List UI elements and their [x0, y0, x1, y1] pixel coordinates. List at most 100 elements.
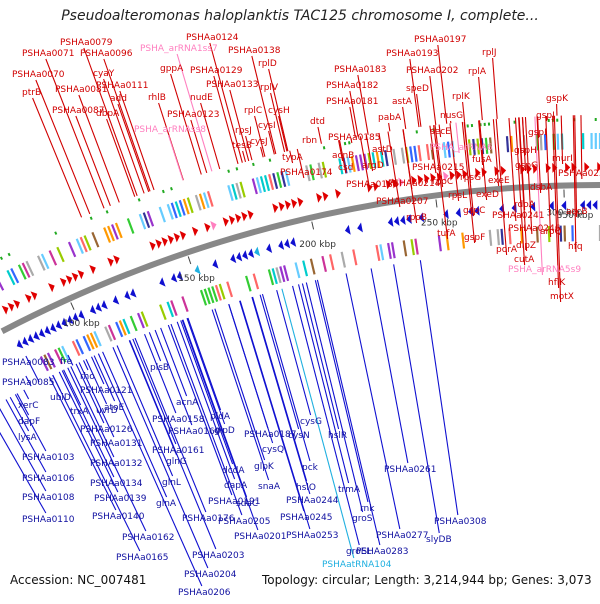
- feature-band: [160, 207, 165, 222]
- top-gene-label: acnB: [332, 151, 354, 161]
- reverse-gene-arrow: [592, 200, 597, 210]
- top-gene-label: porA: [496, 245, 518, 255]
- reverse-gene-arrow: [254, 247, 260, 257]
- feature-band: [415, 239, 417, 255]
- bottom-gene-label: groS: [352, 514, 373, 524]
- bottom-gene-label: fre: [60, 357, 73, 367]
- feature-band: [128, 218, 134, 233]
- top-gene-label: gspG: [515, 161, 538, 171]
- top-gene-label: dipZ: [516, 241, 536, 251]
- bottom-gene-label: PSHAa0134: [90, 479, 143, 489]
- top-gene-label: nudE: [190, 93, 213, 103]
- top-gene-label: rdoA: [514, 200, 536, 210]
- bottom-gene-label: trxA: [70, 407, 89, 417]
- top-gene-label: rplJ: [482, 48, 497, 58]
- bottom-leader-line: [260, 295, 298, 429]
- bottom-gene-label: PSHAa0201: [234, 532, 286, 542]
- feature-band: [273, 173, 277, 189]
- top-gene-label: rplK: [452, 92, 471, 102]
- top-leader-line: [403, 107, 406, 129]
- feature-band: [427, 144, 429, 160]
- bottom-gene-label: glpD: [214, 426, 235, 436]
- bottom-gene-label: rnk: [360, 504, 375, 514]
- reverse-gene-arrow: [212, 259, 218, 269]
- bottom-gene-label: glpK: [254, 462, 275, 472]
- top-leader-line: [493, 58, 498, 119]
- forward-gene-arrow: [60, 278, 67, 287]
- top-gene-label: exeE: [488, 176, 510, 186]
- top-gene-label: cysI: [258, 121, 276, 131]
- forward-gene-arrow: [223, 217, 229, 227]
- gc-marker: [253, 163, 254, 166]
- bottom-gene-label: PSHAa0110: [22, 515, 75, 525]
- bottom-gene-label: PSHAa0283: [356, 547, 408, 557]
- bottom-gene-label: glnL: [162, 478, 181, 488]
- bottom-gene-label: slyDB: [426, 535, 452, 545]
- reverse-gene-arrow: [357, 223, 363, 233]
- bottom-leader-line: [149, 332, 160, 361]
- bottom-leader-line: [229, 304, 273, 443]
- top-leader-line: [118, 104, 149, 192]
- top-gene-label: gspF: [464, 233, 485, 243]
- top-gene-label: PSHAa0215: [412, 163, 464, 173]
- forward-gene-arrow: [89, 265, 96, 274]
- feature-band: [228, 185, 232, 200]
- top-gene-label: PSHAa0207: [376, 197, 428, 207]
- top-gene-label: accB: [566, 207, 588, 217]
- reverse-gene-arrow: [101, 300, 107, 309]
- feature-band: [419, 145, 421, 161]
- top-leader-line: [243, 151, 246, 162]
- bottom-gene-label: PSHAa0106: [22, 474, 75, 484]
- top-gene-label: PSHA_arRNAss8: [134, 125, 206, 135]
- top-gene-label: ptrB: [22, 88, 41, 98]
- bottom-leader-line: [371, 268, 408, 463]
- feature-band: [236, 183, 240, 198]
- bottom-gene-label: glnG: [166, 457, 187, 467]
- feature-band: [402, 148, 404, 164]
- forward-gene-arrow: [161, 237, 167, 246]
- forward-gene-arrow: [2, 306, 9, 315]
- tick-label: 200 kbp: [299, 240, 336, 250]
- bottom-gene-label: PSHAa0126: [80, 425, 133, 435]
- top-gene-label: hfq: [568, 242, 583, 252]
- forward-gene-arrow: [107, 258, 114, 267]
- bottom-leader-line: [394, 264, 440, 533]
- feature-band: [296, 262, 300, 278]
- top-gene-label: rpsG: [460, 173, 481, 183]
- gc-marker: [324, 146, 325, 149]
- top-leader-line: [168, 135, 183, 180]
- bottom-leader-line: [181, 320, 233, 464]
- forward-gene-arrow: [7, 303, 14, 312]
- forward-gene-arrow: [77, 270, 84, 279]
- feature-band: [57, 247, 63, 262]
- gc-marker: [171, 187, 172, 190]
- top-gene-label: rplV: [260, 83, 279, 93]
- bottom-leader-line: [212, 310, 268, 480]
- feature-band: [232, 184, 236, 199]
- bottom-gene-label: PSHAa0160: [168, 427, 221, 437]
- gc-marker: [139, 199, 140, 202]
- top-gene-label: typA: [282, 153, 304, 163]
- bottom-gene-label: PSHAa0083: [2, 358, 54, 368]
- top-gene-label: PSHA_arRNA6: [430, 143, 493, 153]
- bottom-gene-label: PSHAa0277: [376, 531, 428, 541]
- top-gene-label: PSHAa0197: [414, 35, 466, 45]
- top-gene-label: PSHA_arRNA5s9: [508, 265, 581, 275]
- top-gene-label: astD: [372, 145, 393, 155]
- top-leader-line: [388, 132, 400, 207]
- reverse-gene-arrow: [290, 237, 296, 247]
- bottom-gene-label: cysN: [288, 431, 310, 441]
- feature-band: [388, 243, 391, 259]
- bottom-gene-label: PSHAa0206: [178, 588, 231, 598]
- bottom-gene-label: PSHAa0245: [280, 513, 332, 523]
- top-leader-line: [403, 129, 417, 223]
- feature-band: [253, 179, 257, 194]
- tick-label: 100 kbp: [63, 319, 100, 329]
- feature-band: [265, 175, 269, 190]
- top-gene-label: gspJ: [536, 111, 555, 121]
- reverse-gene-arrow: [124, 291, 130, 300]
- top-gene-label: gspK: [546, 94, 569, 104]
- top-gene-label: pabA: [378, 113, 402, 123]
- feature-band: [303, 261, 307, 277]
- feature-band: [284, 265, 288, 280]
